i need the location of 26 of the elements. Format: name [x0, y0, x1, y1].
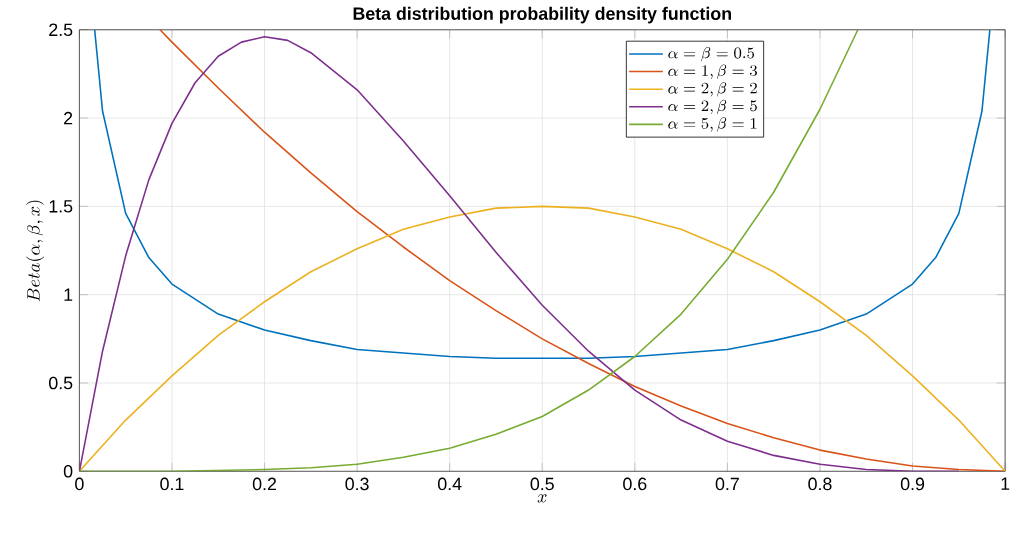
- x-tick-label: 0.9: [900, 477, 925, 491]
- x-tick-label: 0.4: [438, 477, 462, 491]
- y-axis-title: $Beta(\alpha,\beta,x)$: [26, 200, 44, 302]
- legend-label: $\alpha = \beta = 0.5$: [668, 47, 755, 62]
- line-series: [79, 205, 1006, 472]
- x-tick-label: 0.5: [530, 477, 554, 491]
- legend-label: $\alpha = 2, \beta = 2$: [668, 82, 757, 97]
- legend-label: $\alpha = 2, \beta = 5$: [668, 99, 757, 115]
- x-tick-label: 0.1: [160, 477, 184, 491]
- x-tick-label: 0.2: [252, 477, 276, 491]
- x-tick-label: 0: [75, 477, 84, 491]
- y-tick-label: 2: [64, 111, 73, 125]
- x-tick-label: 0.7: [715, 477, 739, 491]
- y-tick-label: 0: [63, 465, 73, 478]
- x-tick-label: 0.8: [808, 477, 832, 491]
- y-tick-label: 2.5: [49, 23, 73, 37]
- x-tick-label: 0.3: [345, 477, 369, 491]
- y-tick-label: 1.5: [49, 200, 73, 213]
- chart-title: Beta distribution probability density function: [353, 6, 731, 24]
- legend-label: $\alpha = 1, \beta = 3$: [668, 64, 757, 79]
- x-tick-label: 0.6: [623, 477, 647, 491]
- y-tick-label: 0.5: [49, 376, 73, 390]
- legend-label: $\alpha = 5, \beta = 1$: [668, 117, 757, 132]
- y-tick-label: 1: [64, 288, 73, 301]
- x-tick-label: 1: [1001, 477, 1010, 490]
- x-axis-title: $x$: [537, 494, 547, 503]
